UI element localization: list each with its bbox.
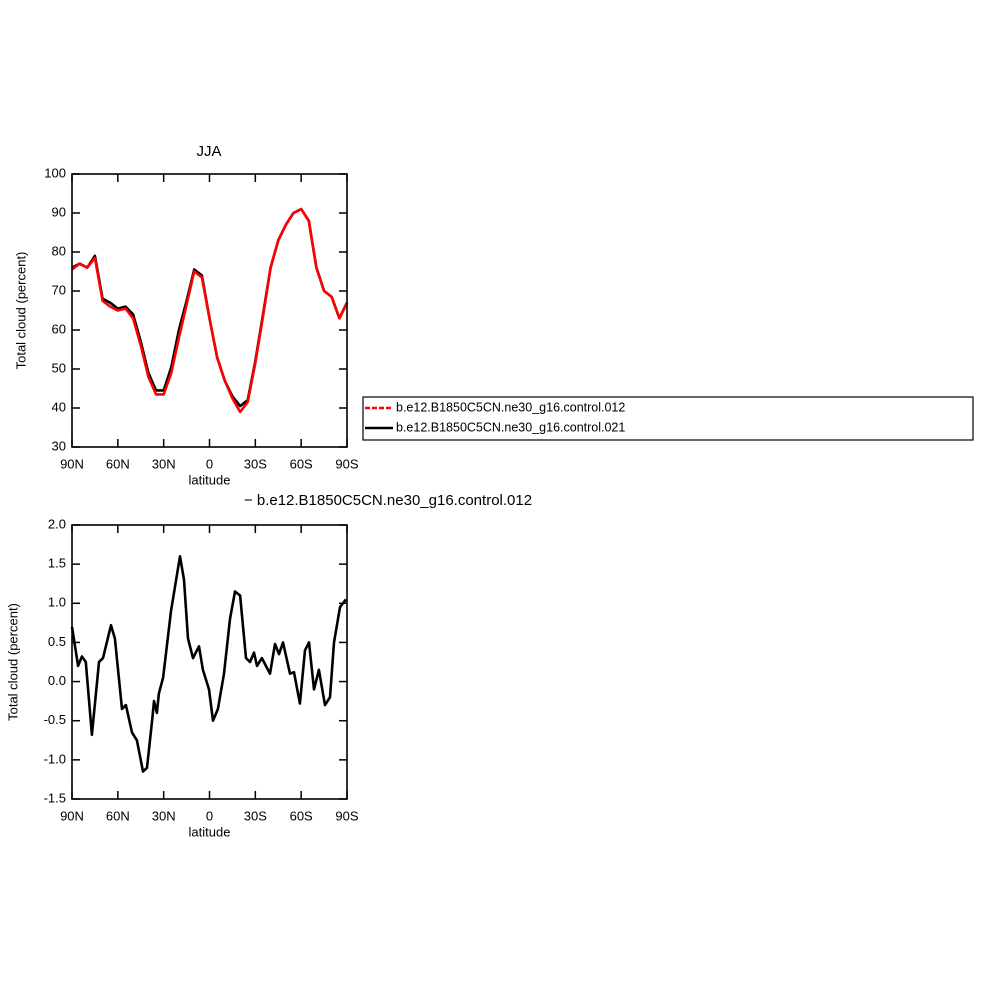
- y-axis-label: Total cloud (percent): [5, 603, 20, 721]
- x-axis-label: latitude: [189, 472, 231, 487]
- y-tick-label: 50: [52, 360, 66, 375]
- y-tick-label: 100: [44, 165, 66, 180]
- x-tick-label: 30S: [244, 808, 267, 823]
- chart-title: − b.e12.B1850C5CN.ne30_g16.control.012: [244, 492, 532, 509]
- y-tick-label: -1.0: [44, 751, 66, 766]
- y-axis-label: Total cloud (percent): [13, 252, 28, 370]
- legend-label: b.e12.B1850C5CN.ne30_g16.control.012: [396, 400, 625, 414]
- x-tick-label: 60N: [106, 456, 130, 471]
- data-line: [70, 555, 347, 773]
- x-tick-label: 30N: [152, 456, 176, 471]
- x-tick-label: 90N: [60, 456, 84, 471]
- x-tick-label: 0: [206, 808, 213, 823]
- x-tick-label: 90S: [335, 808, 358, 823]
- y-tick-label: 1.0: [48, 595, 66, 610]
- y-tick-label: 80: [52, 243, 66, 258]
- y-tick-label: 0.5: [48, 634, 66, 649]
- x-tick-label: 60N: [106, 808, 130, 823]
- y-tick-label: 40: [52, 399, 66, 414]
- y-tick-label: 0.0: [48, 673, 66, 688]
- x-tick-label: 0: [206, 456, 213, 471]
- legend-label: b.e12.B1850C5CN.ne30_g16.control.021: [396, 420, 625, 434]
- y-tick-label: -0.5: [44, 712, 66, 727]
- x-tick-label: 30N: [152, 808, 176, 823]
- x-tick-label: 60S: [290, 456, 313, 471]
- x-tick-label: 60S: [290, 808, 313, 823]
- data-line: [71, 207, 349, 414]
- y-tick-label: 30: [52, 438, 66, 453]
- x-tick-label: 30S: [244, 456, 267, 471]
- y-tick-label: 70: [52, 282, 66, 297]
- y-tick-label: 60: [52, 321, 66, 336]
- legend-box: [362, 396, 974, 441]
- y-tick-label: 1.5: [48, 556, 66, 571]
- x-axis-label: latitude: [189, 824, 231, 839]
- x-tick-label: 90N: [60, 808, 84, 823]
- y-tick-label: -1.5: [44, 790, 66, 805]
- y-tick-label: 90: [52, 204, 66, 219]
- plot-frame: [71, 524, 348, 800]
- chart-title: JJA: [196, 143, 221, 160]
- x-tick-label: 90S: [335, 456, 358, 471]
- y-tick-label: 2.0: [48, 516, 66, 531]
- plot-frame: [71, 173, 348, 448]
